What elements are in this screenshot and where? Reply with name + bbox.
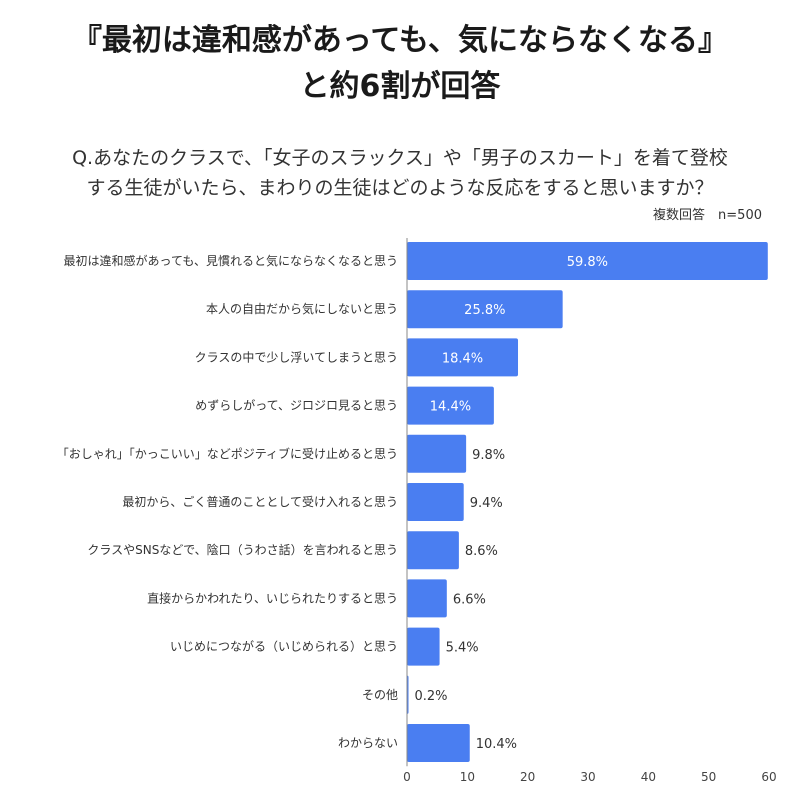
bar [407,338,519,377]
data-label: 5.4% [446,641,479,656]
bar [407,434,467,473]
category-label: めずらしがって、ジロジロ見ると思う [195,398,398,413]
bar [407,531,459,570]
category-label: 最初は違和感があっても、見慣れると気にならなくなると思う [64,253,398,268]
chart-title-line1: 『最初は違和感があっても、気にならなくなる』 [71,23,729,58]
x-tick-label: 50 [701,770,716,784]
data-label: 10.4% [476,737,517,752]
x-tick-label: 10 [460,770,475,784]
sample-note: 複数回答 n=500 [653,208,762,223]
question-line1: Q.あなたのクラスで、「女子のスラックス」や「男子のスカート」を着て登校 [72,147,728,169]
category-label: わからない [338,736,398,750]
data-label: 0.2% [415,689,448,704]
question-line2: する生徒がいたら、まわりの生徒はどのような反応をすると思いますか？ [86,177,714,199]
x-tick-label: 30 [580,770,595,784]
x-tick-label: 0 [403,770,411,784]
bar [407,290,563,329]
data-label: 14.4% [430,400,471,415]
bar [407,579,447,618]
bar [407,724,470,762]
data-label: 9.8% [472,448,505,463]
category-label: いじめにつながる（いじめられる）と思う [170,639,398,654]
category-label: クラスの中で少し浮いてしまうと思う [195,349,398,364]
data-label: 25.8% [464,303,505,318]
data-label: 18.4% [442,351,483,366]
bar [407,483,464,521]
data-label: 8.6% [465,544,498,559]
category-label: 本人の自由だから気にしないと思う [206,301,398,316]
data-label: 6.6% [453,592,486,607]
bar [407,242,768,280]
category-label: 最初から、ごく普通のこととして受け入れると思う [122,494,398,509]
category-label: 直接からかわれたり、いじられたりすると思う [147,590,398,605]
x-tick-label: 40 [641,770,656,784]
bar [407,386,494,425]
chart-title-line2: と約6割が回答 [299,69,501,104]
category-label: 「おしゃれ」「かっこいい」などポジティブに受け止めると思う [57,446,398,461]
x-tick-label: 20 [520,770,535,784]
bar [407,627,440,666]
category-label: クラスやSNSなどで、陰口（うわさ話）を言われると思う [87,542,398,557]
category-label: その他 [362,688,398,702]
x-tick-label: 60 [761,770,776,784]
data-label: 9.4% [470,496,503,511]
data-label: 59.8% [567,255,608,270]
